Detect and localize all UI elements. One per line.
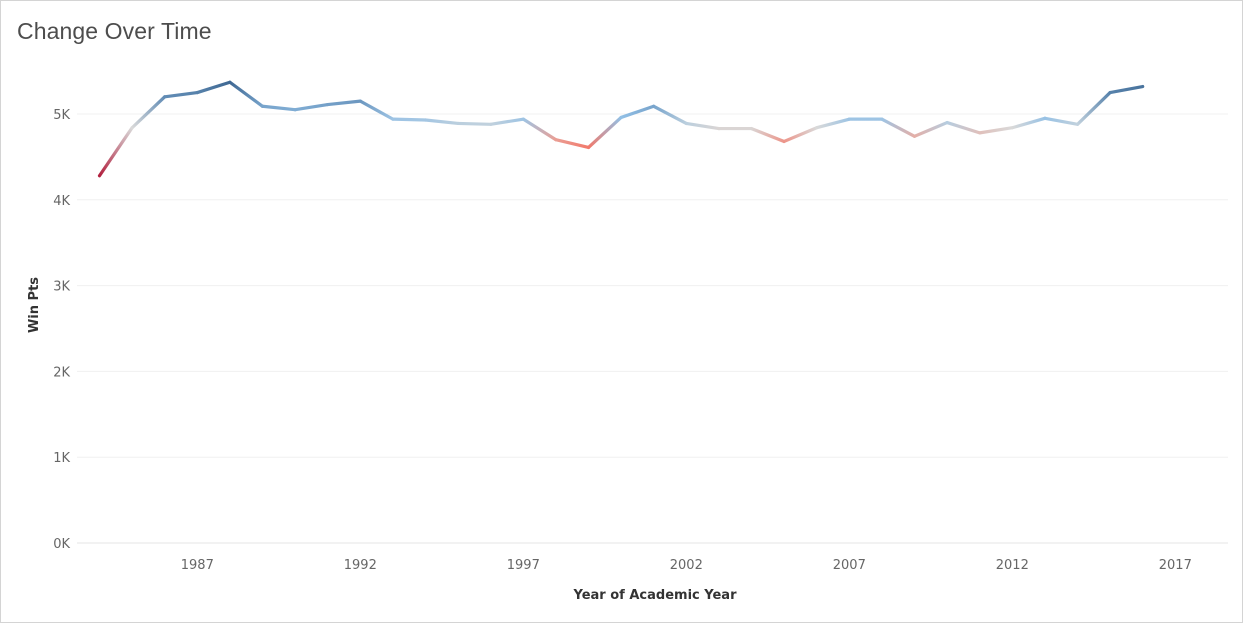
y-tick-label: 3K bbox=[53, 280, 70, 295]
x-tick-label: 1992 bbox=[344, 558, 377, 573]
line-segment bbox=[391, 117, 428, 122]
line-segment bbox=[521, 117, 558, 142]
series-line bbox=[97, 80, 1145, 178]
line-segment bbox=[782, 126, 819, 144]
line-segment bbox=[586, 115, 623, 150]
chart-title: Change Over Time bbox=[17, 18, 212, 44]
y-axis-title: Win Pts bbox=[27, 277, 42, 333]
line-segment bbox=[163, 90, 199, 99]
line-segment bbox=[978, 126, 1014, 135]
line-segment bbox=[749, 126, 786, 144]
x-tick-label: 1987 bbox=[181, 558, 214, 573]
y-tick-label: 2K bbox=[53, 365, 70, 380]
x-tick-label: 2007 bbox=[833, 558, 866, 573]
line-segment bbox=[228, 80, 265, 108]
line-segment bbox=[815, 117, 851, 130]
line-segment bbox=[684, 121, 721, 131]
gridlines bbox=[77, 113, 1228, 544]
line-segment bbox=[1108, 84, 1145, 95]
line-segment bbox=[293, 102, 330, 112]
line-segment bbox=[97, 126, 134, 178]
y-tick-label: 5K bbox=[53, 108, 70, 123]
x-tick-label: 2017 bbox=[1159, 558, 1192, 573]
line-segment bbox=[423, 118, 460, 126]
line-segment bbox=[260, 104, 297, 112]
line-segment bbox=[554, 138, 591, 150]
line-segment bbox=[130, 95, 167, 130]
x-axis: 1987 1992 1997 2002 2007 2012 2017 bbox=[181, 558, 1192, 573]
line-segment bbox=[358, 99, 395, 121]
line-segment bbox=[456, 121, 493, 126]
y-axis: 0K 1K 2K 3K 4K 5K bbox=[53, 108, 70, 552]
y-tick-label: 1K bbox=[53, 451, 70, 466]
line-segment bbox=[945, 120, 982, 135]
line-segment bbox=[1075, 90, 1112, 126]
line-segment bbox=[652, 104, 688, 126]
x-tick-label: 1997 bbox=[507, 558, 540, 573]
x-axis-title: Year of Academic Year bbox=[573, 588, 738, 603]
line-segment bbox=[1043, 116, 1080, 126]
line-segment bbox=[195, 80, 232, 95]
x-tick-label: 2012 bbox=[996, 558, 1029, 573]
line-segment bbox=[1010, 116, 1047, 130]
line-segment bbox=[326, 99, 362, 107]
line-segment bbox=[489, 117, 525, 126]
line-segment bbox=[912, 120, 949, 138]
line-segment bbox=[619, 104, 656, 120]
x-tick-label: 2002 bbox=[670, 558, 703, 573]
y-tick-label: 4K bbox=[53, 194, 70, 209]
line-segment bbox=[880, 117, 917, 138]
y-tick-label: 0K bbox=[53, 537, 70, 552]
